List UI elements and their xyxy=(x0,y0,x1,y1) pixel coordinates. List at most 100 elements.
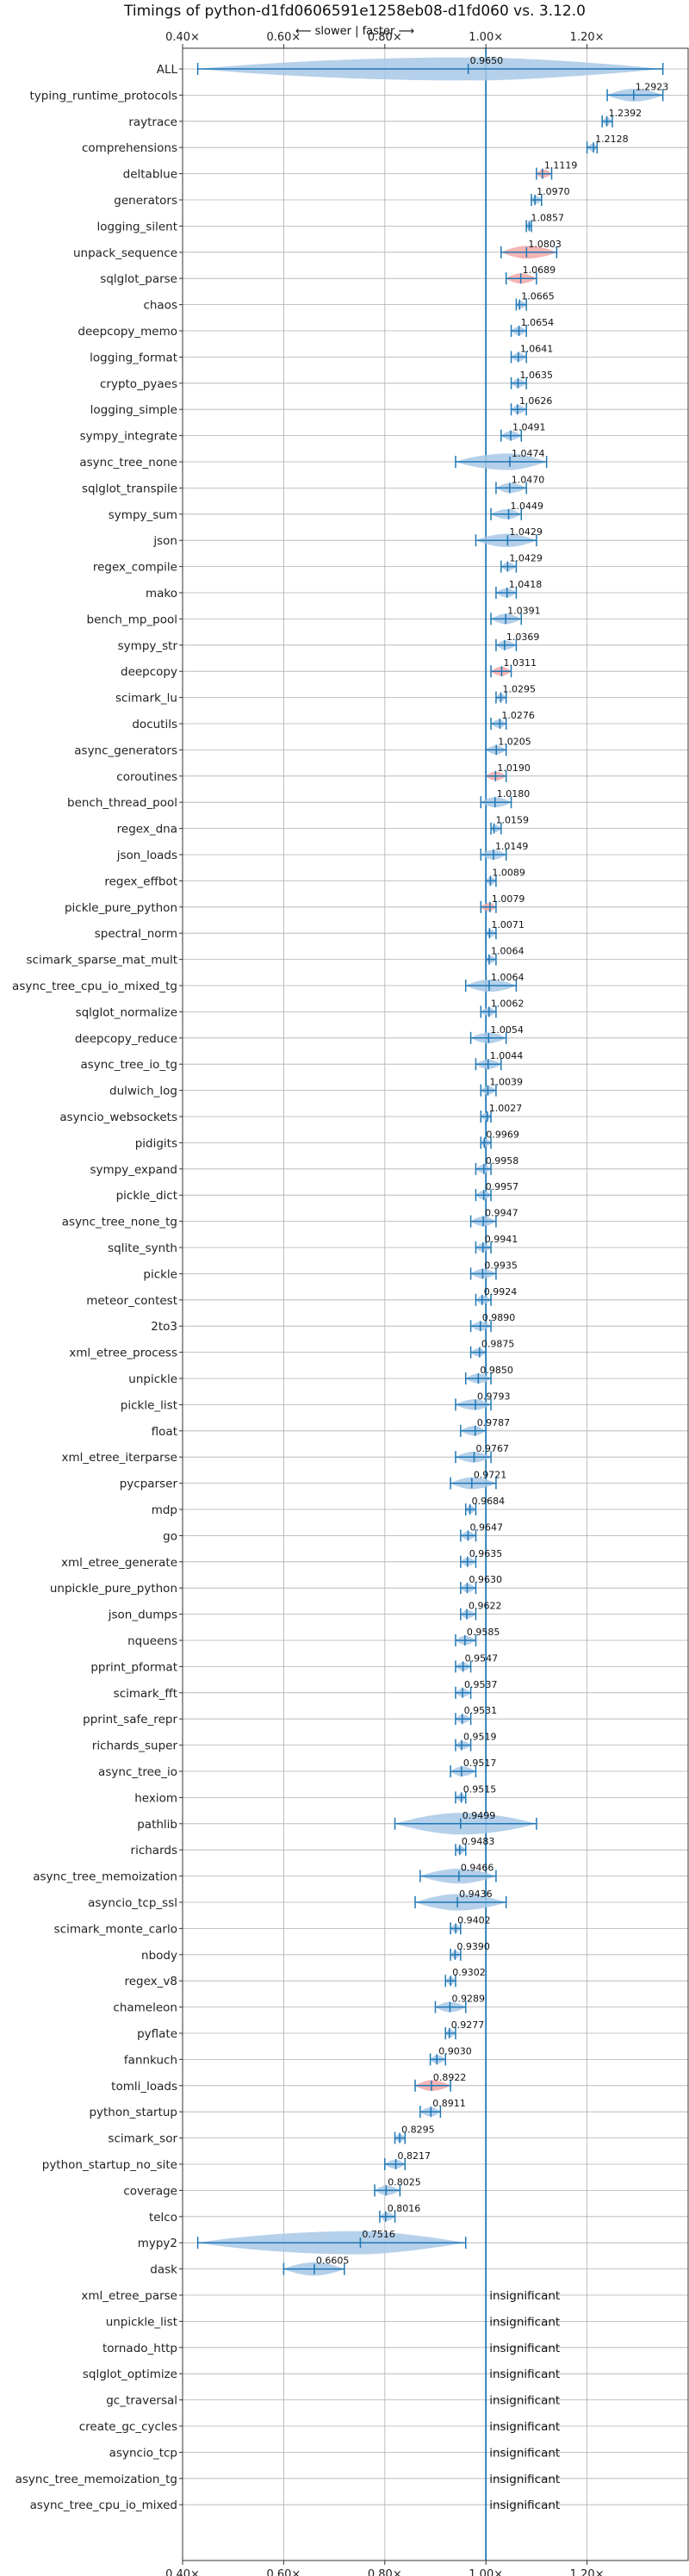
value-label: 0.9958 xyxy=(486,1155,519,1167)
value-label: 1.0054 xyxy=(490,1024,524,1036)
category-label: sqlglot_normalize xyxy=(76,1005,177,1019)
category-label: bench_mp_pool xyxy=(87,613,177,626)
category-label: pickle xyxy=(143,1267,177,1281)
value-label: 1.0064 xyxy=(491,946,525,957)
value-label: 0.8217 xyxy=(398,2150,431,2162)
value-label: 1.0044 xyxy=(490,1050,524,1061)
value-label: 1.0449 xyxy=(511,501,544,512)
value-label: 1.0470 xyxy=(512,474,545,485)
category-label: json xyxy=(152,534,177,548)
value-label: 1.0062 xyxy=(491,998,525,1009)
category-label: regex_dna xyxy=(117,823,177,837)
x-tick-label-top: 0.80× xyxy=(368,31,402,44)
category-label: gc_traversal xyxy=(106,2394,177,2408)
value-label: 0.9547 xyxy=(465,1652,499,1664)
category-label: pickle_pure_python xyxy=(65,901,177,915)
insignificant-label: insignificant xyxy=(489,2446,560,2460)
category-label: sympy_str xyxy=(118,639,178,653)
value-label: 1.0205 xyxy=(498,736,531,747)
value-label: 1.0180 xyxy=(497,788,531,800)
category-label: async_tree_none_tg xyxy=(62,1216,177,1229)
category-label: unpickle_list xyxy=(106,2315,177,2329)
value-label: 0.9787 xyxy=(477,1417,511,1428)
category-label: ALL xyxy=(157,63,178,77)
category-label: logging_silent xyxy=(97,220,177,233)
value-label: 0.9436 xyxy=(459,1888,493,1900)
violin-marks: 0.9650 1.2923 1.2392 1.2128 1.1119 1.0970 1.08… xyxy=(196,48,668,2560)
category-label: sympy_expand xyxy=(90,1163,177,1177)
category-label: asyncio_tcp_ssl xyxy=(88,1896,177,1910)
value-label: 1.0970 xyxy=(537,186,570,197)
value-label: 1.0089 xyxy=(492,867,525,878)
category-label: chameleon xyxy=(113,2001,177,2015)
value-label: 1.0276 xyxy=(501,710,535,721)
insignificant-label: insignificant xyxy=(489,2315,560,2329)
x-tick-label-bottom: 0.40× xyxy=(165,2568,200,2576)
category-label: pickle_dict xyxy=(116,1189,177,1203)
value-label: 0.9969 xyxy=(486,1129,519,1140)
value-label: 0.9622 xyxy=(469,1601,502,1612)
value-label: 1.0064 xyxy=(491,972,525,983)
category-label: hexiom xyxy=(134,1791,177,1805)
value-label: 1.2392 xyxy=(609,108,642,119)
value-label: 0.9850 xyxy=(480,1365,513,1376)
value-label: 0.9289 xyxy=(451,1994,485,2005)
category-label: deepcopy_reduce xyxy=(75,1032,177,1046)
category-label: pyflate xyxy=(137,2027,177,2041)
value-label: 0.9890 xyxy=(482,1312,516,1323)
value-label: 1.0190 xyxy=(497,762,531,774)
chart-subtitle: ⟵ slower | faster ⟶ xyxy=(295,25,414,38)
value-label: 1.0626 xyxy=(519,395,553,407)
category-label: sqlglot_optimize xyxy=(83,2368,177,2381)
category-label: coroutines xyxy=(116,770,177,784)
category-label: sqlglot_transpile xyxy=(82,482,177,495)
category-label: sympy_sum xyxy=(109,508,177,522)
x-tick-label-bottom: 1.00× xyxy=(469,2568,503,2576)
value-label: 0.9499 xyxy=(462,1810,496,1821)
value-label: 0.8922 xyxy=(433,2072,467,2083)
value-label: 0.9875 xyxy=(481,1339,515,1350)
value-label: 1.0429 xyxy=(509,553,543,564)
value-label: 1.0295 xyxy=(503,684,537,695)
value-label: 0.9947 xyxy=(485,1208,518,1219)
value-label: 1.0079 xyxy=(492,893,525,905)
value-label: 1.0857 xyxy=(531,212,565,223)
category-label: telco xyxy=(149,2211,177,2224)
category-label: scimark_fft xyxy=(114,1687,177,1701)
category-label: richards xyxy=(131,1844,177,1857)
value-label: 1.0027 xyxy=(489,1103,523,1114)
category-label: xml_etree_process xyxy=(69,1347,177,1360)
value-label: 0.9466 xyxy=(461,1863,494,1874)
category-label: mypy2 xyxy=(138,2237,177,2250)
value-label: 1.0665 xyxy=(521,291,555,302)
value-label: 1.0429 xyxy=(509,526,543,538)
value-label: 0.9302 xyxy=(452,1967,486,1978)
value-label: 1.0689 xyxy=(523,264,556,276)
category-label: bench_thread_pool xyxy=(67,796,177,810)
category-label: async_tree_cpu_io_mixed_tg xyxy=(12,980,177,993)
category-label: comprehensions xyxy=(82,141,177,155)
value-label: 0.9402 xyxy=(457,1914,491,1926)
value-label: 1.0149 xyxy=(495,841,529,852)
category-label: regex_effbot xyxy=(104,874,177,888)
value-label: 0.9519 xyxy=(463,1732,497,1743)
value-label: 0.9941 xyxy=(485,1234,518,1245)
value-label: 0.9537 xyxy=(464,1679,498,1690)
x-tick-label-top: 1.20× xyxy=(570,31,605,44)
category-label: nbody xyxy=(141,1949,177,1963)
value-label: 1.0311 xyxy=(503,657,537,669)
value-label: 0.6605 xyxy=(316,2256,350,2267)
value-label: 0.9721 xyxy=(474,1470,507,1481)
value-label: 1.0803 xyxy=(528,239,562,250)
value-label: 1.0641 xyxy=(520,343,554,354)
category-label: nqueens xyxy=(127,1634,177,1648)
value-label: 0.9483 xyxy=(462,1836,495,1847)
category-label: fannkuch xyxy=(124,2053,177,2067)
category-label: 2to3 xyxy=(151,1320,177,1334)
category-label: async_tree_none xyxy=(79,456,177,470)
category-label: xml_etree_generate xyxy=(61,1556,177,1570)
category-label: async_generators xyxy=(74,744,177,757)
category-label: scimark_lu xyxy=(115,692,177,706)
